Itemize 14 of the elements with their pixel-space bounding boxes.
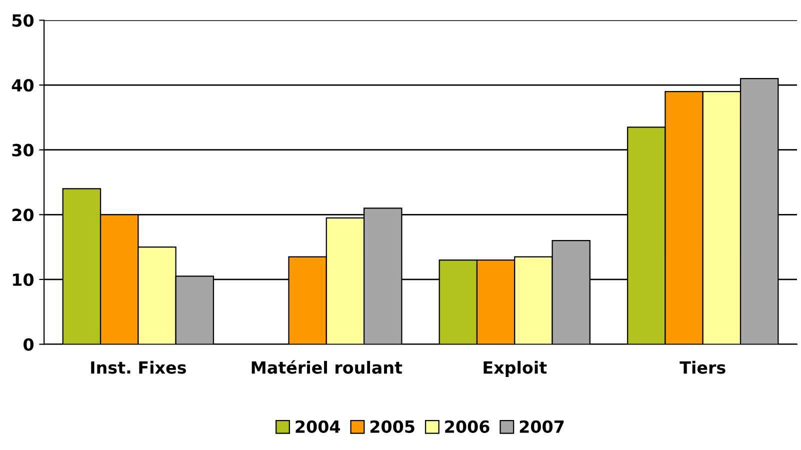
legend-label: 2007 — [520, 420, 564, 433]
y-tick-label: 30 — [12, 144, 34, 156]
legend-label: 2005 — [370, 420, 414, 433]
x-tick-label: Exploit — [484, 360, 547, 378]
x-tick-label: Inst. Fixes — [91, 360, 186, 374]
y-tick-label: 50 — [12, 14, 34, 27]
y-tick-label: 10 — [13, 273, 34, 286]
y-tick-label: 0 — [24, 338, 34, 351]
x-tick-label: Matériel roulant — [252, 360, 402, 374]
y-tick-label: 40 — [12, 79, 34, 92]
legend-label: 2006 — [445, 420, 490, 433]
x-tick-label: Tiers — [680, 360, 726, 374]
legend-label: 2004 — [296, 420, 340, 433]
y-tick-label: 20 — [12, 208, 34, 222]
